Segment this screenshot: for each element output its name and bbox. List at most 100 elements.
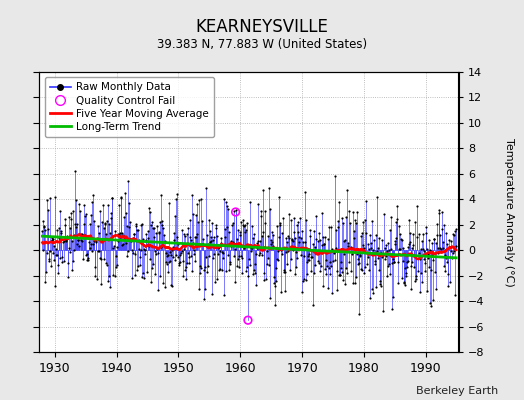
Point — [237, 255, 246, 262]
Point — [233, 262, 241, 269]
Point — [45, 256, 53, 262]
Point — [386, 271, 395, 278]
Point — [297, 252, 305, 258]
Point — [314, 258, 322, 264]
Point — [137, 222, 145, 228]
Point — [266, 237, 275, 243]
Point — [199, 236, 207, 243]
Point — [229, 239, 237, 246]
Point — [209, 237, 217, 243]
Point — [71, 220, 79, 227]
Point — [94, 248, 102, 254]
Point — [160, 232, 168, 238]
Point — [378, 236, 386, 243]
Point — [227, 242, 235, 249]
Point — [70, 232, 78, 238]
Point — [81, 211, 90, 217]
Point — [110, 243, 118, 249]
Point — [180, 246, 188, 253]
Point — [205, 216, 213, 223]
Point — [354, 256, 363, 262]
Point — [451, 243, 460, 250]
Point — [266, 206, 274, 212]
Point — [398, 258, 407, 265]
Point — [248, 245, 256, 252]
Point — [67, 216, 75, 222]
Point — [249, 234, 257, 241]
Point — [208, 220, 216, 226]
Point — [152, 246, 161, 252]
Point — [103, 218, 112, 224]
Point — [342, 265, 350, 271]
Point — [297, 228, 305, 235]
Point — [311, 262, 320, 268]
Point — [352, 274, 361, 280]
Point — [104, 277, 112, 284]
Point — [348, 208, 357, 215]
Point — [316, 249, 325, 256]
Point — [247, 223, 256, 229]
Point — [396, 246, 405, 252]
Point — [344, 240, 353, 246]
Point — [272, 265, 280, 271]
Point — [78, 238, 86, 244]
Point — [90, 218, 99, 224]
Point — [416, 255, 424, 262]
Point — [138, 274, 146, 280]
Point — [204, 263, 213, 270]
Point — [198, 218, 206, 224]
Point — [243, 220, 252, 226]
Point — [69, 208, 77, 214]
Point — [182, 264, 190, 270]
Point — [85, 238, 93, 245]
Point — [171, 212, 179, 219]
Point — [350, 234, 358, 241]
Point — [119, 234, 128, 241]
Point — [413, 234, 422, 241]
Point — [326, 259, 334, 266]
Point — [403, 259, 411, 266]
Point — [324, 236, 333, 242]
Point — [444, 271, 452, 277]
Point — [160, 238, 169, 244]
Point — [411, 219, 420, 225]
Point — [88, 199, 96, 206]
Point — [350, 228, 358, 234]
Point — [168, 247, 176, 254]
Point — [431, 269, 439, 276]
Point — [166, 248, 174, 255]
Point — [394, 280, 402, 286]
Point — [64, 274, 72, 280]
Point — [45, 257, 53, 264]
Point — [447, 238, 455, 244]
Point — [121, 189, 129, 196]
Point — [87, 211, 95, 218]
Point — [407, 263, 416, 270]
Point — [447, 248, 456, 254]
Point — [414, 268, 422, 274]
Point — [360, 270, 368, 277]
Point — [275, 234, 283, 240]
Point — [427, 266, 435, 273]
Point — [431, 240, 440, 246]
Point — [326, 270, 335, 277]
Point — [138, 221, 147, 228]
Point — [239, 245, 248, 251]
Point — [216, 240, 225, 246]
Point — [436, 249, 445, 255]
Point — [241, 229, 249, 236]
Point — [77, 231, 85, 237]
Point — [341, 281, 349, 288]
Point — [176, 252, 184, 258]
Point — [245, 199, 254, 205]
Point — [407, 286, 415, 292]
Point — [257, 212, 265, 219]
Point — [127, 238, 135, 244]
Point — [266, 295, 275, 302]
Point — [146, 256, 154, 262]
Point — [157, 192, 166, 198]
Point — [121, 235, 129, 241]
Point — [215, 266, 224, 273]
Point — [135, 237, 143, 243]
Point — [207, 238, 215, 244]
